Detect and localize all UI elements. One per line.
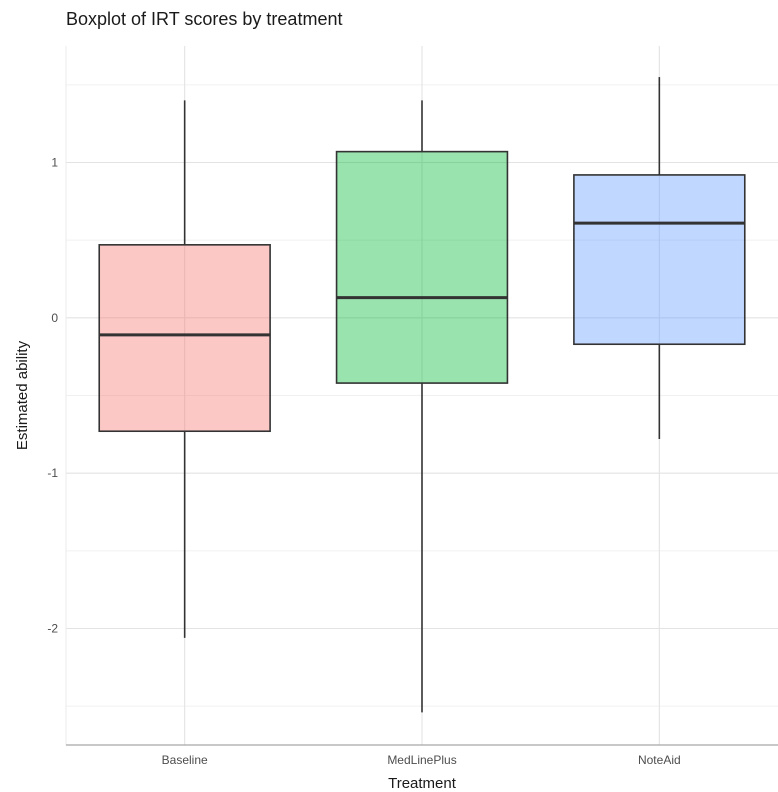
y-tick-label: -1 [47,466,58,480]
iqr-box [335,150,509,384]
iqr-box [98,244,271,433]
y-tick-labels: -2 -1 0 1 [47,156,58,636]
boxes [98,77,746,713]
box-medlineplus [335,100,509,713]
y-tick-label: -2 [47,622,58,636]
y-axis-title: Estimated ability [14,340,31,450]
x-tick-label: NoteAid [638,753,681,767]
y-tick-label: 1 [51,156,58,170]
x-tick-label: MedLinePlus [387,753,456,767]
x-tick-label: Baseline [162,753,208,767]
x-tick-labels: Baseline MedLinePlus NoteAid [162,753,681,767]
box-baseline [98,100,271,638]
box-noteaid [573,77,746,439]
x-axis-title: Treatment [388,775,457,792]
y-tick-label: 0 [51,311,58,325]
chart-title: Boxplot of IRT scores by treatment [66,9,343,29]
iqr-box [573,174,746,346]
